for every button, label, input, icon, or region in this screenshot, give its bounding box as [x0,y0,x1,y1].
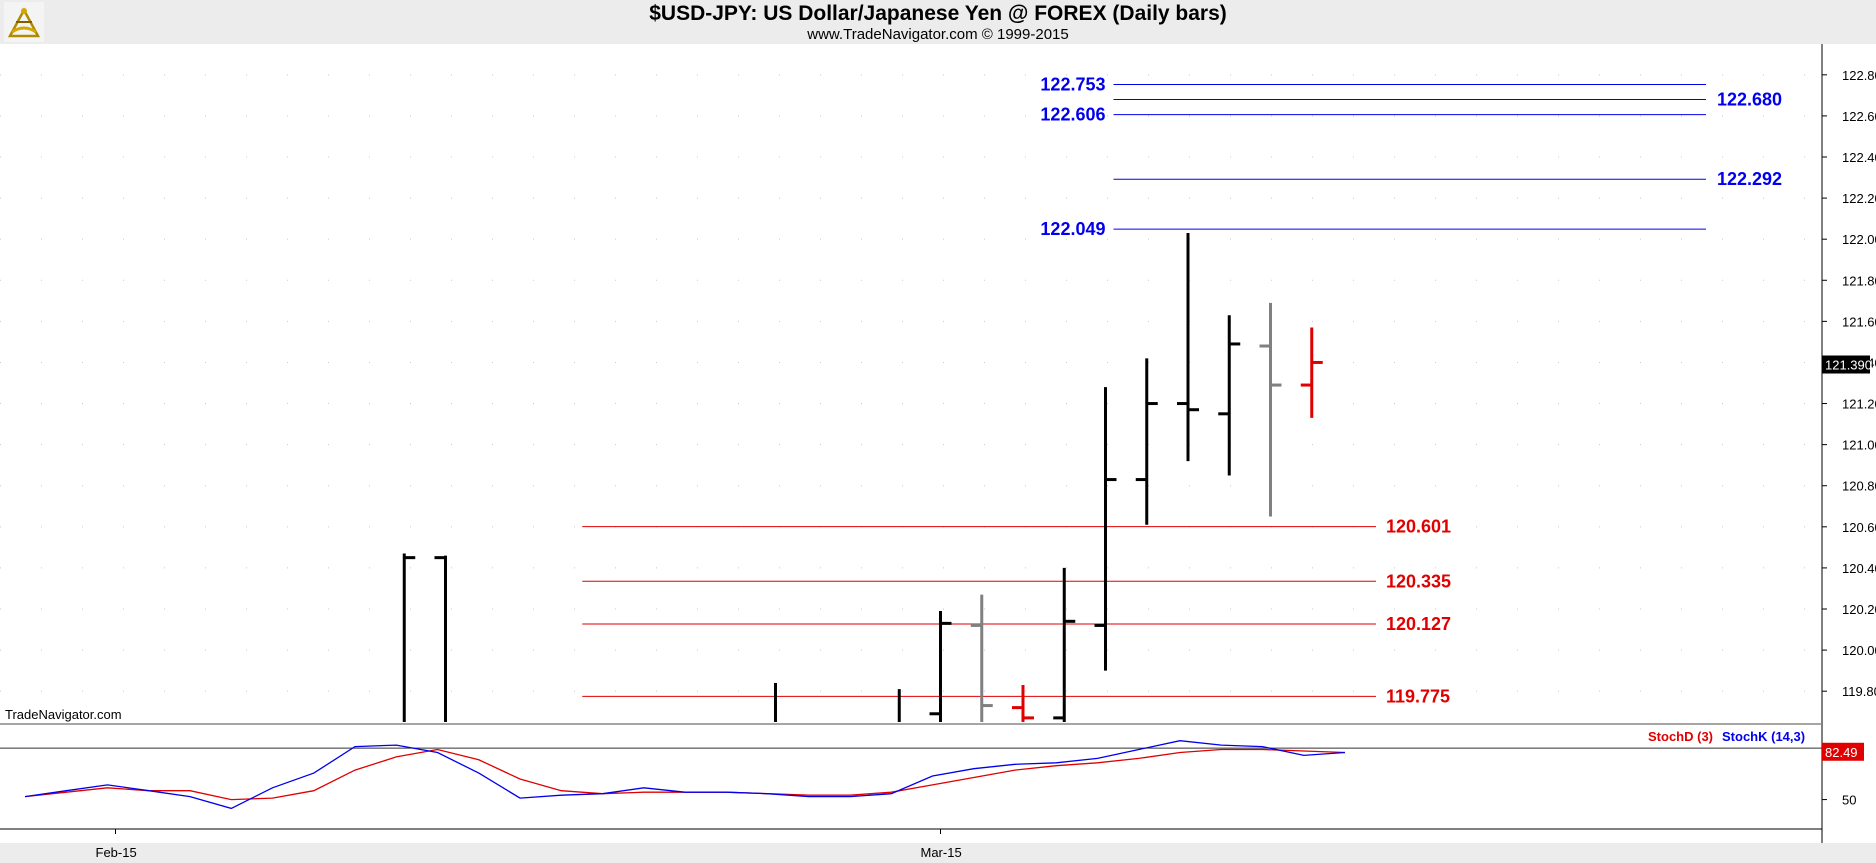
ohlc-bars: TradeNavigator.com [5,233,1323,722]
stoch-last-value-label: 82.49 [1825,745,1858,760]
sextant-logo-icon [4,2,44,42]
y-tick-label: 120.200 [1842,602,1876,617]
stoch-y-tick-label: 50 [1842,793,1856,808]
price-grid [0,44,1876,863]
y-tick-label: 122.800 [1842,68,1876,83]
level-label: 120.601 [1386,517,1451,537]
stoch-k-line [24,740,1346,810]
y-tick-label: 121.800 [1842,273,1876,288]
y-tick-label: 120.400 [1842,561,1876,576]
y-tick-label: 121.000 [1842,438,1876,453]
y-tick-label: 119.800 [1842,684,1876,699]
chart-title: $USD-JPY: US Dollar/Japanese Yen @ FOREX… [649,2,1227,25]
y-tick-label: 121.600 [1842,314,1876,329]
level-label: 122.753 [1040,74,1105,94]
y-tick-label: 120.000 [1842,643,1876,658]
stoch-d-legend: StochD (3) [1648,729,1713,744]
level-label: 122.292 [1717,169,1782,189]
date-axis: Feb-15 Mar-15 [96,829,962,860]
level-label: 122.049 [1040,219,1105,239]
level-label: 120.127 [1386,614,1451,634]
copyright-text: www.TradeNavigator.com © 1999-2015 [807,26,1069,43]
y-tick-label: 120.600 [1842,520,1876,535]
y-tick-label: 122.400 [1842,150,1876,165]
level-label: 120.335 [1386,571,1451,591]
level-lines: 122.753 122.680 122.606 122.292 122.049 120.6… [582,74,1782,706]
y-tick-label: 122.200 [1842,191,1876,206]
y-tick-label: 120.800 [1842,479,1876,494]
last-price-label: 121.390 [1825,358,1872,373]
stochastic-panel: 50 StochD (3) StochK (14,3) 82.49 [0,729,1864,810]
watermark-text: TradeNavigator.com [5,707,122,722]
chart-header [0,0,1876,44]
bottom-strip [0,843,1876,863]
stoch-last-value-box [1822,742,1864,761]
level-label: 122.606 [1040,105,1105,125]
y-tick-label: 122.000 [1842,232,1876,247]
y-tick-label: 121.200 [1842,397,1876,412]
x-tick-label: Feb-15 [96,845,137,860]
price-axis: 122.800 122.600 122.400 122.200 122.000 121.8… [1822,68,1876,699]
last-price-box [1822,355,1870,374]
y-tick-label: 122.600 [1842,109,1876,124]
stoch-k-legend: StochK (14,3) [1722,729,1805,744]
level-label: 119.775 [1386,686,1450,706]
x-tick-label: Mar-15 [921,845,962,860]
level-label: 122.680 [1717,89,1782,109]
